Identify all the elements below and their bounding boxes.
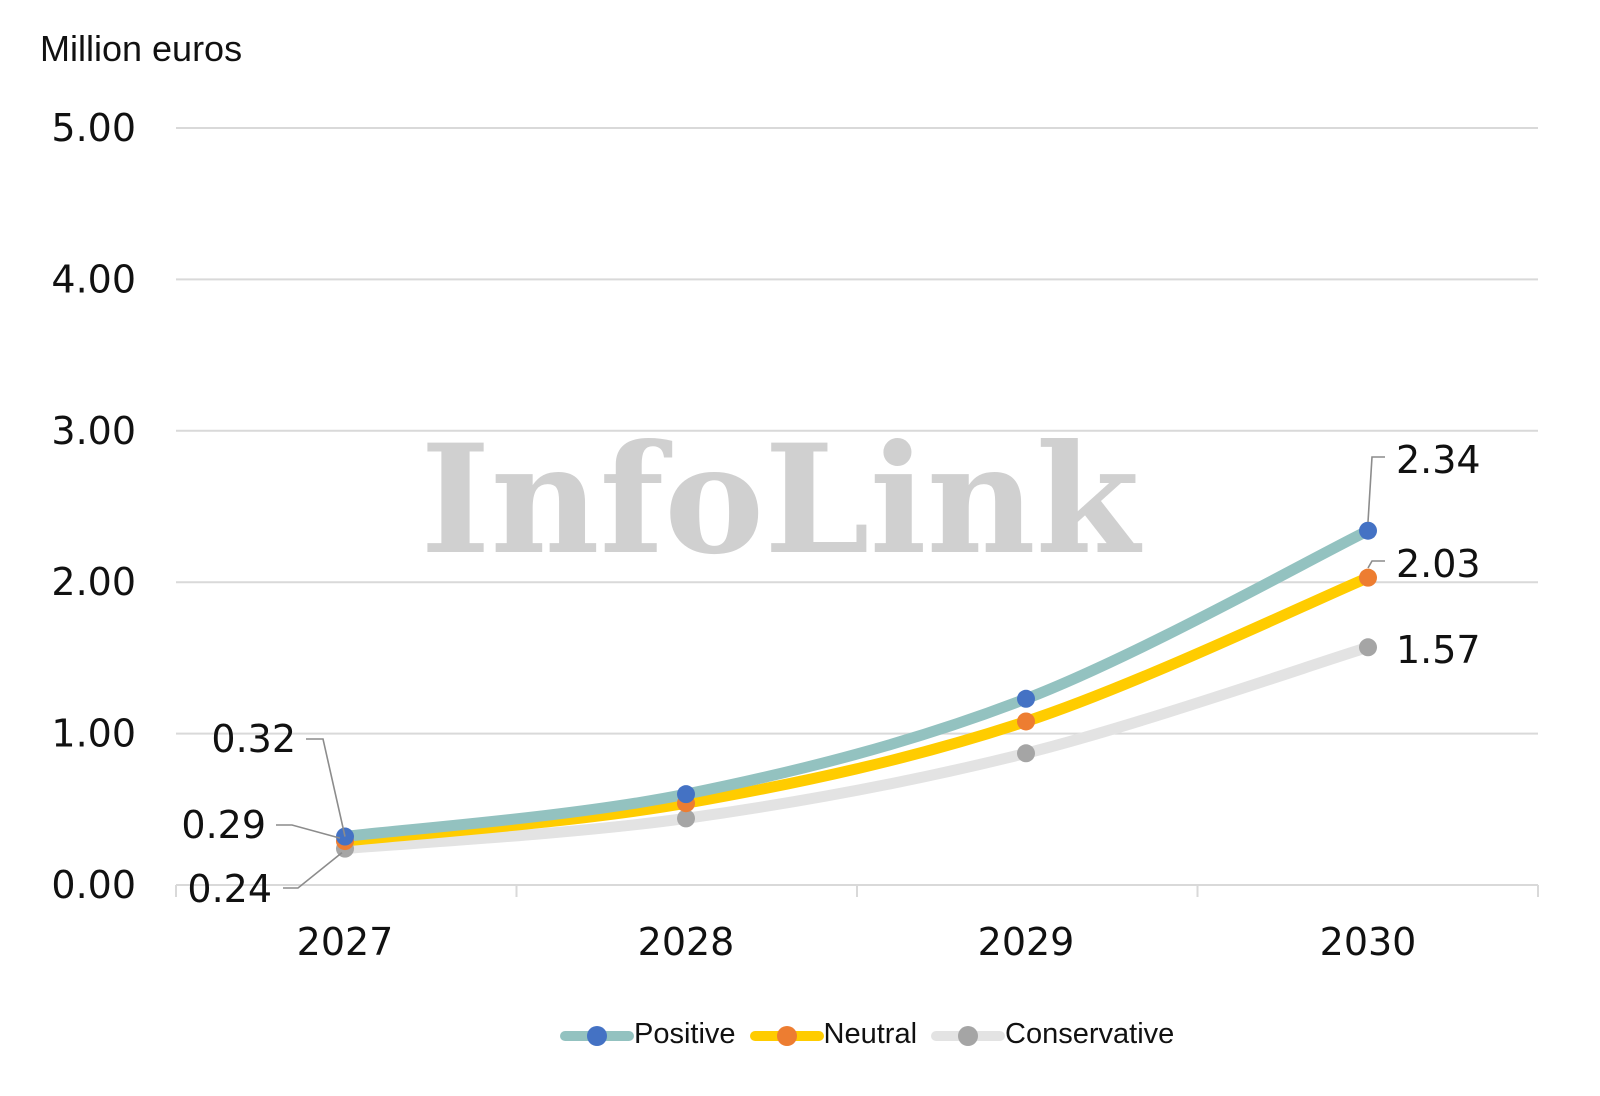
- y-axis-title: Million euros: [40, 28, 243, 69]
- gridlines: [176, 127, 1538, 735]
- leader-line: [283, 852, 343, 889]
- x-axis: 2027 2028 2029 2030: [175, 884, 1539, 964]
- data-point-conservative: [1017, 744, 1035, 763]
- legend-swatch-conservative: [931, 1025, 1006, 1046]
- watermark: InfoLink: [420, 412, 1142, 588]
- series-lines: [336, 521, 1377, 858]
- legend-label-conservative: Conservative: [1005, 1018, 1175, 1050]
- x-tick-label: 2028: [638, 920, 735, 964]
- y-tick-label: 1.00: [51, 712, 136, 756]
- x-tick-label: 2030: [1320, 920, 1417, 964]
- y-tick-label: 4.00: [51, 257, 136, 301]
- leader-line: [1367, 560, 1385, 569]
- legend: Positive Neutral Conservative: [560, 1018, 1182, 1051]
- legend-label-positive: Positive: [634, 1018, 736, 1050]
- y-tick-label: 3.00: [51, 409, 136, 453]
- series-line-neutral: [339, 572, 1374, 847]
- data-point-neutral: [1359, 568, 1377, 587]
- data-point-neutral: [1017, 712, 1035, 731]
- data-label: 2.34: [1396, 438, 1481, 482]
- data-label: 0.24: [187, 867, 272, 911]
- data-labels: 0.32 0.29 0.24 2.34 2.03 1.57: [181, 438, 1480, 911]
- data-point-conservative: [1359, 638, 1377, 657]
- legend-item-positive[interactable]: Positive: [560, 1018, 736, 1051]
- data-label: 2.03: [1396, 542, 1481, 586]
- x-tick-label: 2029: [978, 920, 1075, 964]
- data-label: 1.57: [1396, 628, 1481, 672]
- y-tick-labels: 0.00 1.00 2.00 3.00 4.00 5.00: [51, 106, 136, 907]
- leader-line: [276, 824, 341, 839]
- series-line-positive: [339, 525, 1374, 843]
- data-point-positive: [677, 785, 695, 804]
- data-point-positive: [1017, 689, 1035, 708]
- x-tick-label: 2027: [297, 920, 394, 964]
- y-tick-label: 5.00: [51, 106, 136, 150]
- data-point-conservative: [677, 809, 695, 828]
- y-tick-label: 2.00: [51, 560, 136, 604]
- leader-line: [1367, 456, 1385, 523]
- y-tick-label: 0.00: [51, 863, 136, 907]
- legend-swatch-positive: [560, 1025, 634, 1046]
- data-point-positive: [1359, 521, 1377, 540]
- legend-swatch-neutral: [749, 1025, 824, 1046]
- leader-line: [306, 738, 346, 837]
- data-label: 0.32: [211, 717, 296, 761]
- legend-label-neutral: Neutral: [823, 1018, 918, 1050]
- legend-item-conservative[interactable]: Conservative: [931, 1018, 1174, 1051]
- series-line-conservative: [339, 641, 1374, 855]
- legend-item-neutral[interactable]: Neutral: [749, 1018, 918, 1051]
- data-label: 0.29: [181, 803, 266, 847]
